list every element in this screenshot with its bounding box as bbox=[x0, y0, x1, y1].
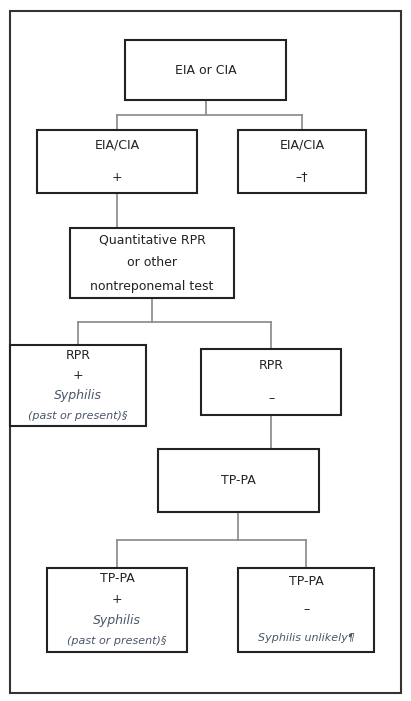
Bar bbox=[70, 228, 234, 298]
Text: –: – bbox=[303, 604, 309, 616]
Text: EIA/CIA: EIA/CIA bbox=[95, 139, 140, 152]
Text: Syphilis unlikely¶: Syphilis unlikely¶ bbox=[258, 633, 355, 643]
Text: –: – bbox=[268, 392, 275, 405]
Text: Syphilis: Syphilis bbox=[54, 389, 102, 402]
Text: TP-PA: TP-PA bbox=[289, 576, 323, 588]
Bar bbox=[10, 345, 146, 426]
Text: (past or present)§: (past or present)§ bbox=[28, 411, 128, 421]
Bar bbox=[37, 130, 197, 193]
Text: or other: or other bbox=[127, 257, 177, 269]
Text: +: + bbox=[73, 369, 83, 382]
Text: –†: –† bbox=[296, 170, 308, 184]
Bar bbox=[158, 449, 319, 512]
Text: EIA or CIA: EIA or CIA bbox=[175, 64, 236, 76]
Text: Quantitative RPR: Quantitative RPR bbox=[99, 233, 206, 246]
Bar bbox=[125, 40, 286, 100]
Text: RPR: RPR bbox=[66, 349, 90, 362]
Text: (past or present)§: (past or present)§ bbox=[67, 637, 167, 646]
Text: +: + bbox=[112, 170, 122, 184]
Bar bbox=[47, 568, 187, 652]
Text: TP-PA: TP-PA bbox=[221, 474, 256, 486]
Text: nontreponemal test: nontreponemal test bbox=[90, 280, 214, 293]
Text: RPR: RPR bbox=[259, 359, 284, 372]
Text: EIA/CIA: EIA/CIA bbox=[279, 139, 325, 152]
Text: Syphilis: Syphilis bbox=[93, 614, 141, 627]
Text: +: + bbox=[112, 593, 122, 606]
Text: TP-PA: TP-PA bbox=[100, 572, 134, 585]
Bar bbox=[238, 130, 366, 193]
Bar bbox=[201, 348, 341, 415]
Bar bbox=[238, 568, 374, 652]
